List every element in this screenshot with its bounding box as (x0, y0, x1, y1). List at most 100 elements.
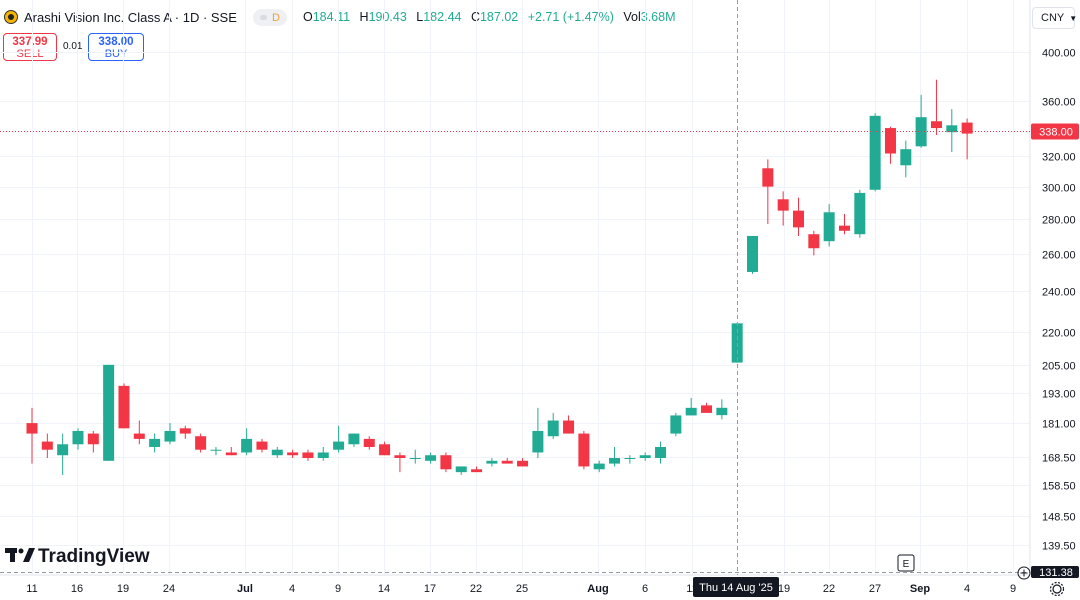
symbol-logo-icon[interactable] (4, 10, 18, 24)
candle-body (747, 235, 759, 272)
settings-gear-icon (1049, 581, 1065, 597)
price-tick-label: 240.00 (1042, 287, 1076, 299)
candle-body (639, 455, 651, 458)
candle-body (777, 199, 789, 211)
price-tick-label: 220.00 (1042, 328, 1076, 340)
candle-body (241, 438, 253, 453)
candle-body (363, 438, 375, 447)
price-tick-label: 148.50 (1042, 512, 1076, 524)
tradingview-logo-text: TradingView (38, 546, 150, 567)
candle-body (41, 441, 53, 450)
price-tick-label: 181.00 (1042, 419, 1076, 431)
ohlc-open-key: O (303, 10, 313, 24)
ohlc-high-key: H (359, 10, 369, 24)
candle-body (302, 452, 314, 458)
price-tick-label: 360.00 (1042, 97, 1076, 109)
chevron-down-icon: ▼ (1069, 13, 1078, 23)
time-tick-label: 6 (642, 583, 648, 595)
ohlc-close-key: C (470, 10, 480, 24)
candle-body (26, 423, 38, 434)
candle-body (379, 444, 391, 456)
ohlc-high-value: 190.43 (368, 10, 407, 24)
crosshair-date-text: Thu 14 Aug '25 (699, 582, 773, 594)
time-tick-label: 4 (289, 583, 295, 595)
ohlc-open-value: 184.11 (312, 10, 351, 24)
time-tick-label: 16 (71, 583, 83, 595)
candle-body (578, 433, 590, 467)
time-axis: 11 16 19 24 Jul 4 9 14 17 22 25 Aug 6 11 19 22 27 Sep 4 9 (26, 583, 1016, 595)
price-tick-label: 193.00 (1042, 389, 1076, 401)
candle-body (287, 452, 299, 456)
currency-selector[interactable]: CNY ▼ (1032, 7, 1078, 29)
candle-body (900, 149, 912, 166)
candle-body (670, 415, 682, 434)
price-tick-label: 158.50 (1042, 481, 1076, 493)
candle-body (225, 452, 237, 456)
candle-body (701, 405, 713, 413)
candle-body (609, 457, 621, 464)
last-price-tag-text: 338.00 (1039, 127, 1073, 139)
time-tick-label: 17 (424, 583, 436, 595)
time-tick-label: 24 (163, 583, 175, 595)
candle-body (333, 441, 345, 450)
ohlc-low-key: L (416, 10, 424, 24)
tradingview-logo-icon (5, 548, 35, 562)
time-tick-label: Jul (237, 583, 253, 595)
candle-body (563, 420, 575, 434)
time-tick-label: 14 (378, 583, 390, 595)
candle-body (823, 212, 835, 242)
ohlc-legend: O184.11 H190.43 L182.44 C187.02 +2.71 (+… (303, 10, 682, 24)
time-tick-label: Aug (587, 583, 608, 595)
time-tick-label: 19 (778, 583, 790, 595)
time-tick-label: 25 (516, 583, 528, 595)
price-tick-label: 300.00 (1042, 183, 1076, 195)
candle-body (655, 446, 667, 458)
buy-price: 338.00 (98, 36, 134, 48)
candle-body (118, 385, 130, 429)
candle-body (72, 430, 84, 445)
candle-body (103, 364, 115, 461)
symbol-title[interactable]: Arashi Vision Inc. Class A · 1D · SSE (24, 10, 237, 25)
candle-body (501, 460, 513, 464)
candle-body (87, 433, 99, 445)
candle-body (164, 430, 176, 442)
spread-value: 0.01 (63, 41, 83, 52)
candle-body (884, 128, 896, 154)
badge-label: D (272, 11, 280, 24)
bottom-price-tag-text: 131.38 (1039, 567, 1073, 579)
time-tick-label: 22 (823, 583, 835, 595)
candle-body (808, 234, 820, 249)
buy-button[interactable]: 338.00 BUY (88, 33, 144, 61)
price-tick-label: 400.00 (1042, 48, 1076, 60)
ohlc-volume-value: 3.68M (640, 10, 676, 24)
candle-body (793, 210, 804, 228)
candle-body (179, 428, 191, 434)
candle-body (57, 444, 69, 456)
candle-body (930, 121, 942, 129)
ohlc-low-value: 182.44 (423, 10, 462, 24)
candle-body (348, 433, 360, 445)
candle-body (486, 460, 498, 464)
ohlc-volume-key: Vol (623, 10, 641, 24)
time-tick-label: 11 (26, 583, 37, 595)
price-tick-label: 168.50 (1042, 453, 1076, 465)
price-tick-label: 139.50 (1042, 541, 1076, 553)
svg-text:E: E (903, 559, 910, 570)
candle-body (685, 407, 697, 416)
market-status-badge[interactable]: D (253, 9, 287, 26)
candle-body (409, 457, 421, 459)
candle-body (195, 436, 207, 450)
sell-button[interactable]: 337.99 SELL (3, 33, 57, 61)
sell-label: SELL (16, 48, 44, 60)
candles (26, 79, 973, 476)
candle-body (624, 457, 636, 459)
time-tick-label: Sep (910, 583, 930, 595)
last-price-tag-box (1031, 123, 1079, 140)
price-tick-label: 260.00 (1042, 250, 1076, 262)
candle-body (532, 430, 544, 453)
add-alert-icon (1017, 566, 1031, 580)
candle-body (517, 460, 529, 467)
time-tick-label: 19 (117, 583, 129, 595)
ohlc-change-value: +2.71 (+1.47%) (527, 10, 614, 24)
